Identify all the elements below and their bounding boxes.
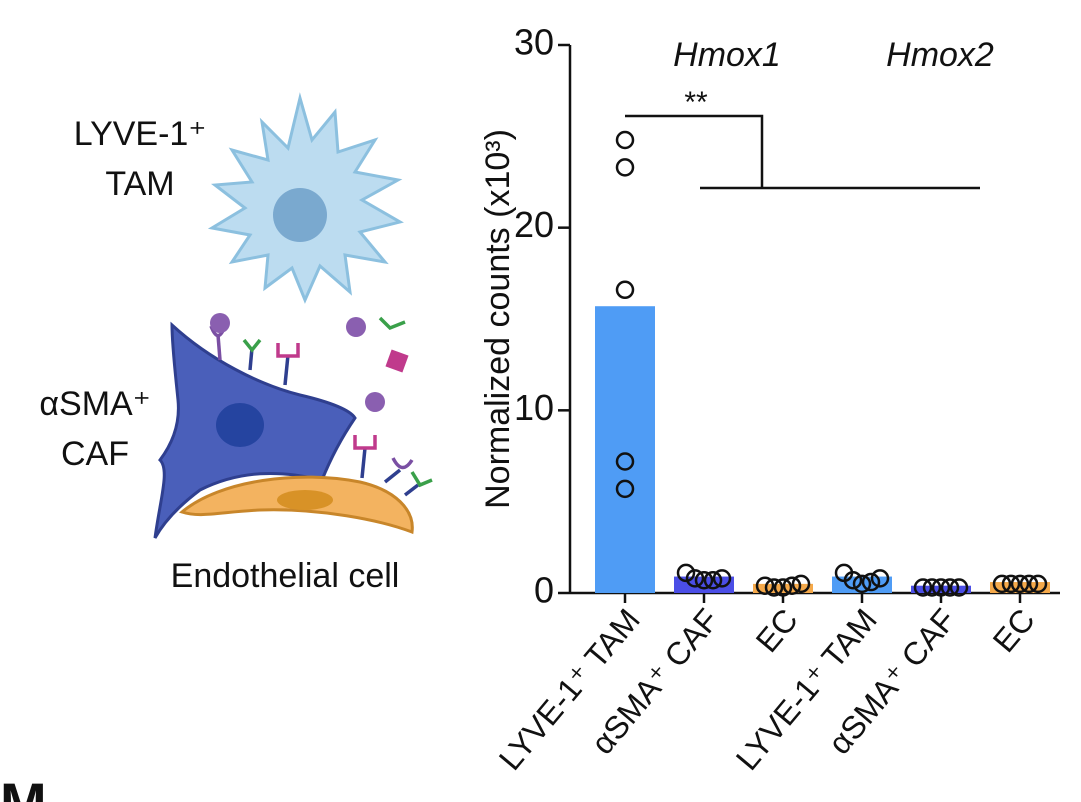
data-point <box>712 569 732 588</box>
data-point <box>782 576 802 595</box>
bar <box>595 306 655 593</box>
data-point <box>694 570 714 590</box>
data-point <box>685 569 705 588</box>
data-point <box>615 130 635 150</box>
ec-nucleus <box>277 490 333 510</box>
significance-bracket <box>625 114 980 190</box>
data-point <box>940 578 960 597</box>
data-point <box>1001 574 1021 594</box>
data-point <box>676 563 696 583</box>
ligand <box>210 313 230 333</box>
x-tick-label: EC <box>986 602 1042 659</box>
data-point <box>913 578 933 597</box>
tam-nucleus <box>273 188 327 242</box>
data-point <box>615 452 635 471</box>
y-tick-label: 30 <box>514 22 554 63</box>
ligand <box>346 317 366 337</box>
y-tick-label: 0 <box>534 570 554 611</box>
data-point <box>931 578 951 597</box>
data-point <box>755 576 775 595</box>
data-point <box>870 569 890 588</box>
ligand <box>385 349 409 373</box>
illustration: LYVE-1⁺ TAM αSMA⁺ CAF Endothelial cell <box>39 92 433 595</box>
bar <box>990 582 1050 593</box>
data-point <box>922 578 942 597</box>
significance: ** <box>684 86 708 119</box>
data-point <box>992 574 1012 594</box>
data-point <box>615 158 635 177</box>
data-point <box>764 578 784 597</box>
caf-label: CAF <box>61 435 129 473</box>
data-point <box>861 572 881 592</box>
data-point <box>615 479 635 499</box>
data-point <box>773 578 793 597</box>
data-point <box>703 570 723 590</box>
data-point <box>843 570 863 590</box>
data-point <box>1010 574 1030 594</box>
panel-label: M <box>0 771 47 802</box>
y-tick-label: 10 <box>514 387 554 428</box>
tam-label: LYVE-1⁺ <box>74 115 207 153</box>
data-point <box>1019 574 1039 594</box>
caf-label: αSMA⁺ <box>39 385 150 423</box>
ec-label: Endothelial cell <box>171 557 400 595</box>
tam-label: TAM <box>105 165 174 203</box>
group-label: Hmox1 <box>673 36 781 74</box>
y-axis-label: Normalized counts (x10³) <box>479 129 517 509</box>
y-tick-label: 20 <box>514 204 554 245</box>
data-point <box>1028 574 1048 594</box>
receptors <box>209 316 433 497</box>
x-tick-label: EC <box>749 602 805 659</box>
data-point <box>615 280 635 300</box>
caf-nucleus <box>216 403 264 447</box>
group-label: Hmox2 <box>886 36 994 74</box>
data-point <box>949 578 969 597</box>
data-point <box>852 574 872 594</box>
data-point <box>791 574 811 594</box>
ligand <box>365 392 385 412</box>
